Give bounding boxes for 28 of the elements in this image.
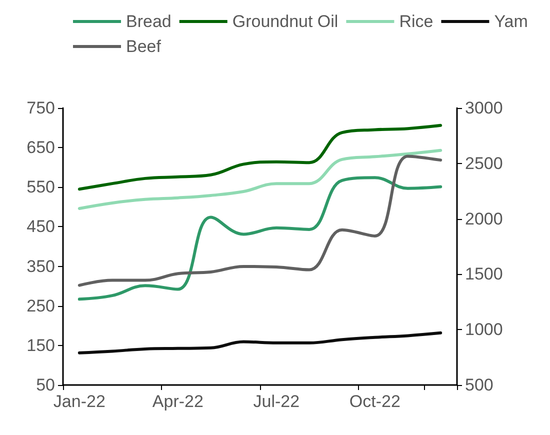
legend-label: Beef (126, 37, 162, 56)
line-series (78, 331, 442, 354)
line-series (78, 154, 442, 287)
y2-tick-label: 500 (465, 376, 494, 394)
line-series (78, 176, 442, 301)
y2-tick-label: 3000 (465, 98, 503, 118)
y2-tick-label: 1000 (465, 320, 503, 340)
y2-tick-label: 1500 (465, 264, 503, 284)
legend-label: Bread (126, 12, 172, 31)
line-series (78, 148, 442, 210)
x-tick-label: Jul-22 (253, 392, 300, 411)
line-series (78, 124, 442, 191)
y-tick-label: 550 (26, 178, 55, 197)
legend-label: Yam (494, 12, 528, 31)
y-tick-label: 650 (26, 138, 55, 158)
y-tick-label: 750 (26, 98, 55, 118)
legend-label: Rice (399, 12, 434, 31)
y2-tick-label: 2000 (465, 209, 503, 228)
y-tick-label: 150 (26, 336, 55, 355)
x-tick-label: Oct-22 (349, 392, 400, 411)
x-tick-label: Apr-22 (152, 392, 204, 411)
y-tick-label: 350 (26, 256, 55, 276)
y2-tick-label: 2500 (465, 154, 503, 173)
y-tick-label: 50 (36, 376, 55, 394)
y-tick-label: 450 (26, 217, 55, 236)
x-tick-label: Jan-22 (53, 392, 106, 411)
y-tick-label: 250 (26, 296, 55, 316)
legend-label: Groundnut Oil (232, 12, 338, 31)
